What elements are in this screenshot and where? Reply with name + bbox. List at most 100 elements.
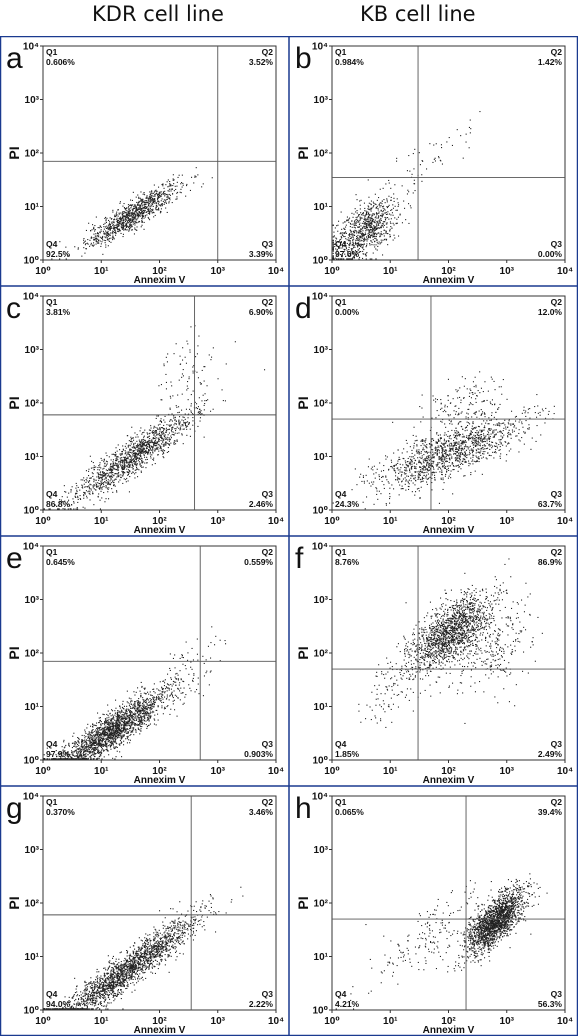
event-dot (96, 748, 98, 750)
event-dot (350, 252, 352, 254)
event-dot (130, 436, 132, 438)
event-dot (85, 248, 87, 250)
event-dot (472, 454, 474, 456)
event-dot (458, 449, 460, 451)
event-dot (159, 448, 161, 450)
event-dot (482, 445, 484, 447)
event-dot (370, 221, 372, 223)
event-dot (89, 245, 91, 247)
event-dot (396, 467, 398, 469)
event-dot (441, 147, 443, 149)
event-dot (66, 496, 68, 498)
event-dot (385, 211, 387, 213)
event-dot (483, 444, 485, 446)
event-dot (436, 454, 438, 456)
event-dot (332, 255, 334, 257)
event-dot (84, 493, 86, 495)
event-dot (141, 221, 143, 223)
event-dot (440, 399, 442, 401)
event-dot (212, 408, 214, 410)
event-dot (371, 216, 373, 218)
event-dot (467, 417, 469, 419)
event-dot (146, 451, 148, 453)
event-dot (389, 228, 391, 230)
event-dot (375, 206, 377, 208)
event-dot (158, 443, 160, 445)
event-dot (492, 429, 494, 431)
event-dot (418, 470, 420, 472)
event-dot (451, 423, 453, 425)
event-dot (143, 431, 145, 433)
event-dot (376, 490, 378, 492)
event-dot (457, 464, 459, 466)
event-dot (154, 214, 156, 216)
event-dot (102, 471, 104, 473)
event-dot (370, 207, 372, 209)
event-dot (483, 400, 485, 402)
event-dot (169, 199, 171, 201)
event-dot (104, 481, 106, 483)
event-dot (96, 746, 98, 748)
event-dot (143, 442, 145, 444)
event-dot (498, 423, 500, 425)
x-tick-label: 10³ (500, 266, 515, 277)
event-dot (97, 482, 99, 484)
event-dot (475, 461, 477, 463)
event-dot (99, 487, 101, 489)
event-dot (134, 473, 136, 475)
event-dot (183, 428, 185, 430)
event-dot (122, 223, 124, 225)
event-dot (93, 242, 95, 244)
event-dot (487, 423, 489, 425)
event-dot (134, 213, 136, 215)
event-dot (125, 218, 127, 220)
event-dot (208, 354, 210, 356)
event-dot (169, 425, 171, 427)
event-dot (349, 222, 351, 224)
event-dot (192, 372, 194, 374)
event-dot (65, 491, 67, 493)
event-dot (337, 224, 339, 226)
quadrant-q1-name: Q1 (335, 47, 347, 57)
event-dot (106, 470, 108, 472)
event-dot (176, 198, 178, 200)
event-dot (463, 446, 465, 448)
event-dot (409, 205, 411, 207)
event-dot (372, 239, 374, 241)
event-dot (372, 229, 374, 231)
event-dot (103, 233, 105, 235)
event-dot (93, 465, 95, 467)
event-dot (181, 409, 183, 411)
event-dot (173, 442, 175, 444)
event-dot (157, 448, 159, 450)
event-dot (392, 207, 394, 209)
event-dot (117, 224, 119, 226)
event-dot (160, 384, 162, 386)
event-dot (346, 239, 348, 241)
event-dot (373, 481, 375, 483)
event-dot (142, 447, 144, 449)
event-dot (130, 221, 132, 223)
event-dot (125, 222, 127, 224)
event-dot (123, 211, 125, 213)
event-dot (421, 439, 423, 441)
y-tick-label: 10³ (314, 95, 329, 106)
event-dot (471, 440, 473, 442)
event-dot (130, 224, 132, 226)
event-dot (115, 478, 117, 480)
event-dot (127, 461, 129, 463)
event-dot (432, 454, 434, 456)
event-dot (371, 234, 373, 236)
event-dot (341, 234, 343, 236)
event-dot (465, 461, 467, 463)
event-dot (112, 481, 114, 483)
event-dot (72, 498, 74, 500)
event-dot (77, 248, 79, 250)
event-dot (335, 237, 337, 239)
event-dot (144, 456, 146, 458)
event-dot (144, 439, 146, 441)
event-dot (71, 486, 73, 488)
event-dot (133, 206, 135, 208)
event-dot (119, 228, 121, 230)
event-dot (92, 493, 94, 495)
